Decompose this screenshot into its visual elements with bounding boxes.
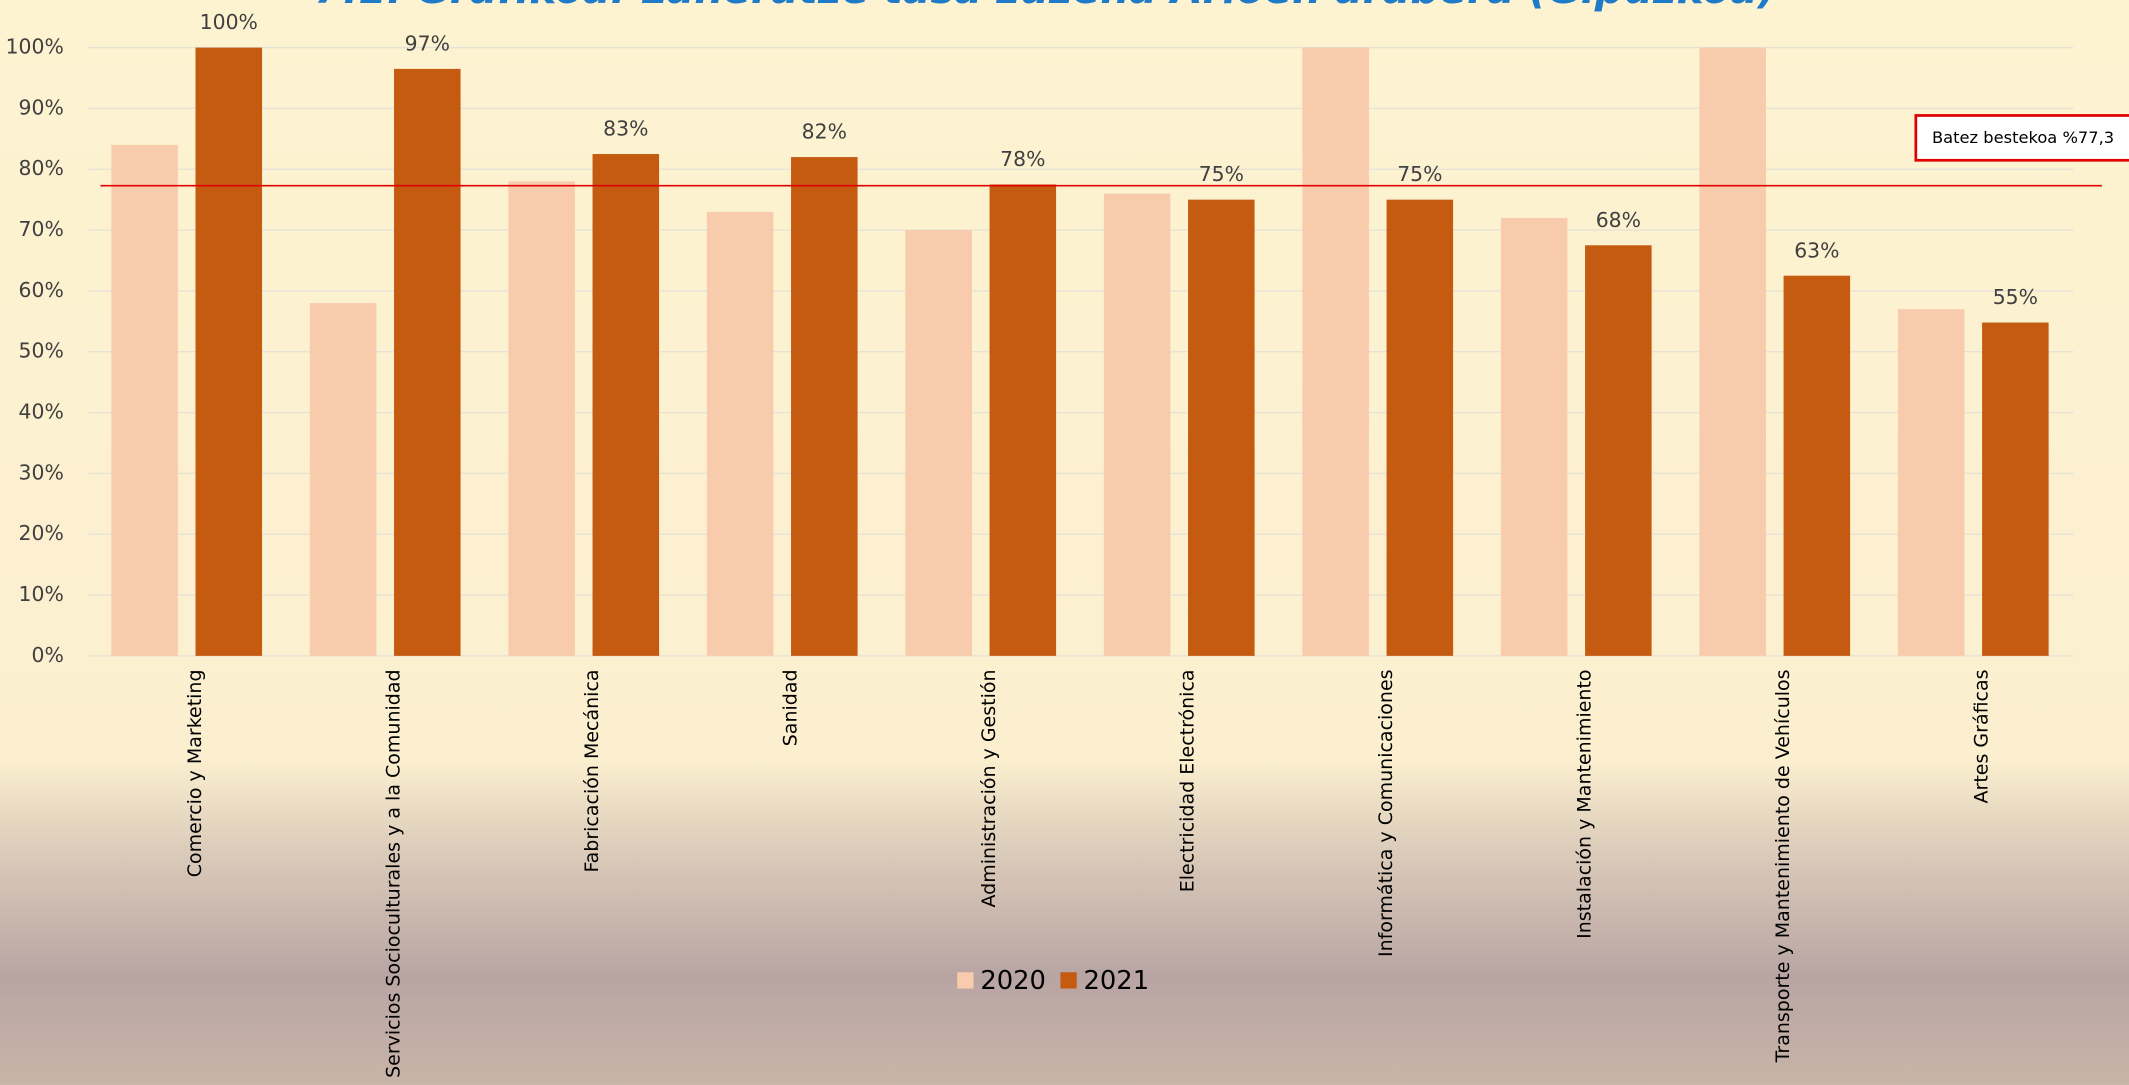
x-tick-label: Transporte y Mantenimiento de Vehículos bbox=[1772, 669, 1794, 1063]
bar bbox=[791, 157, 858, 656]
y-tick-label: 70% bbox=[19, 217, 64, 241]
y-tick-label: 20% bbox=[19, 521, 64, 545]
legend-label: 2021 bbox=[1084, 966, 1150, 996]
legend-swatch bbox=[1060, 972, 1077, 989]
y-tick-label: 100% bbox=[6, 35, 64, 59]
data-label: 78% bbox=[1000, 147, 1045, 171]
y-tick-label: 0% bbox=[32, 643, 64, 667]
bar bbox=[905, 230, 972, 656]
bar bbox=[1699, 47, 1766, 656]
data-label: 97% bbox=[405, 31, 450, 55]
bar bbox=[1302, 47, 1369, 656]
chart-title: 7.1. Grafikoa: Laneratze tasa zuzena Arl… bbox=[315, 0, 1777, 13]
bar bbox=[989, 184, 1057, 656]
x-tick-label: Administración y Gestión bbox=[978, 669, 1000, 907]
bar bbox=[111, 144, 178, 656]
y-tick-label: 90% bbox=[19, 95, 64, 119]
data-label: 75% bbox=[1199, 162, 1244, 186]
data-label: 83% bbox=[603, 117, 648, 141]
bar bbox=[1386, 199, 1454, 656]
legend-swatch bbox=[957, 972, 974, 989]
data-label: 55% bbox=[1993, 285, 2038, 309]
bar bbox=[394, 68, 461, 656]
x-tick-label: Electricidad Electrónica bbox=[1177, 669, 1199, 892]
data-label: 82% bbox=[802, 120, 847, 144]
bar bbox=[1897, 309, 1965, 656]
annotation-box bbox=[1914, 114, 2129, 162]
bar bbox=[309, 303, 377, 656]
bar bbox=[1188, 199, 1255, 656]
bar bbox=[508, 181, 575, 656]
x-tick-label: Fabricación Mecánica bbox=[581, 669, 603, 872]
bar bbox=[592, 154, 660, 656]
x-tick-label: Informática y Comunicaciones bbox=[1375, 669, 1397, 957]
bar bbox=[706, 211, 774, 656]
data-label: 75% bbox=[1397, 162, 1442, 186]
y-tick-label: 40% bbox=[19, 400, 64, 424]
data-label: 63% bbox=[1794, 238, 1839, 262]
y-tick-label: 80% bbox=[19, 156, 64, 180]
legend-label: 2020 bbox=[980, 966, 1046, 996]
bar bbox=[1103, 193, 1171, 656]
bar bbox=[195, 47, 263, 656]
bar bbox=[1982, 322, 2049, 656]
bar bbox=[1585, 245, 1652, 656]
data-label: 68% bbox=[1596, 208, 1641, 232]
data-label: 100% bbox=[200, 10, 258, 34]
x-tick-label: Instalación y Mantenimiento bbox=[1574, 669, 1596, 938]
y-tick-label: 60% bbox=[19, 278, 64, 302]
x-tick-label: Artes Gráficas bbox=[1971, 669, 1993, 803]
bar bbox=[1500, 217, 1568, 656]
x-tick-label: Servicios Socioculturales y a la Comunid… bbox=[383, 669, 405, 1077]
y-tick-label: 10% bbox=[19, 582, 64, 606]
bar bbox=[1783, 275, 1851, 656]
x-tick-label: Comercio y Marketing bbox=[184, 669, 206, 877]
y-tick-label: 50% bbox=[19, 339, 64, 363]
annotation: Batez bestekoa %77,3 bbox=[1932, 128, 2114, 147]
x-tick-label: Sanidad bbox=[780, 669, 802, 746]
y-tick-label: 30% bbox=[19, 460, 64, 484]
